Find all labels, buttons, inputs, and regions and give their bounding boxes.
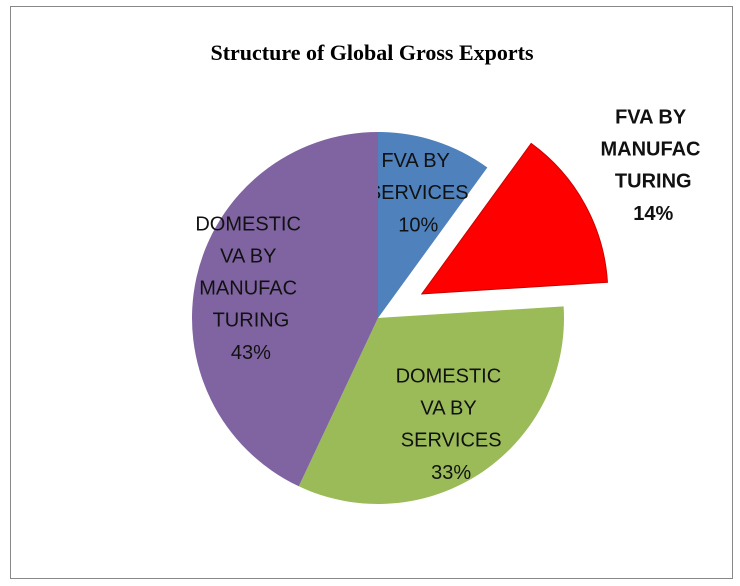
label-line: MANUFAC (600, 139, 706, 161)
label-line: MANUFAC (199, 278, 302, 300)
label-line: VA BY (420, 398, 482, 420)
label-line: SERVICES (368, 182, 469, 204)
value-label: 33% (431, 462, 471, 484)
category-label: DOMESTIC VA BY MANUFAC TURING (195, 214, 306, 332)
chart-title: Structure of Global Gross Exports (210, 40, 534, 65)
label-line: FVA BY (615, 107, 691, 129)
value-label: 10% (398, 214, 438, 236)
pie-slice (298, 306, 564, 504)
category-label: FVA BY MANUFAC TURING (600, 107, 706, 193)
category-label: DOMESTIC VA BY SERVICES (396, 366, 507, 452)
label-line: DOMESTIC (195, 214, 306, 236)
value-label: 14% (633, 203, 673, 225)
label-line: VA BY (220, 246, 282, 268)
label-line: DOMESTIC (396, 366, 507, 388)
pie-slice (192, 132, 378, 487)
label-line: FVA BY (381, 150, 455, 172)
pie-slice (378, 132, 488, 318)
value-label: 43% (231, 342, 271, 364)
label-line: SERVICES (401, 430, 502, 452)
category-label: FVA BY SERVICES (368, 150, 469, 204)
pie-slice (420, 142, 608, 295)
label-line: TURING (213, 310, 290, 332)
label-line: TURING (615, 171, 692, 193)
